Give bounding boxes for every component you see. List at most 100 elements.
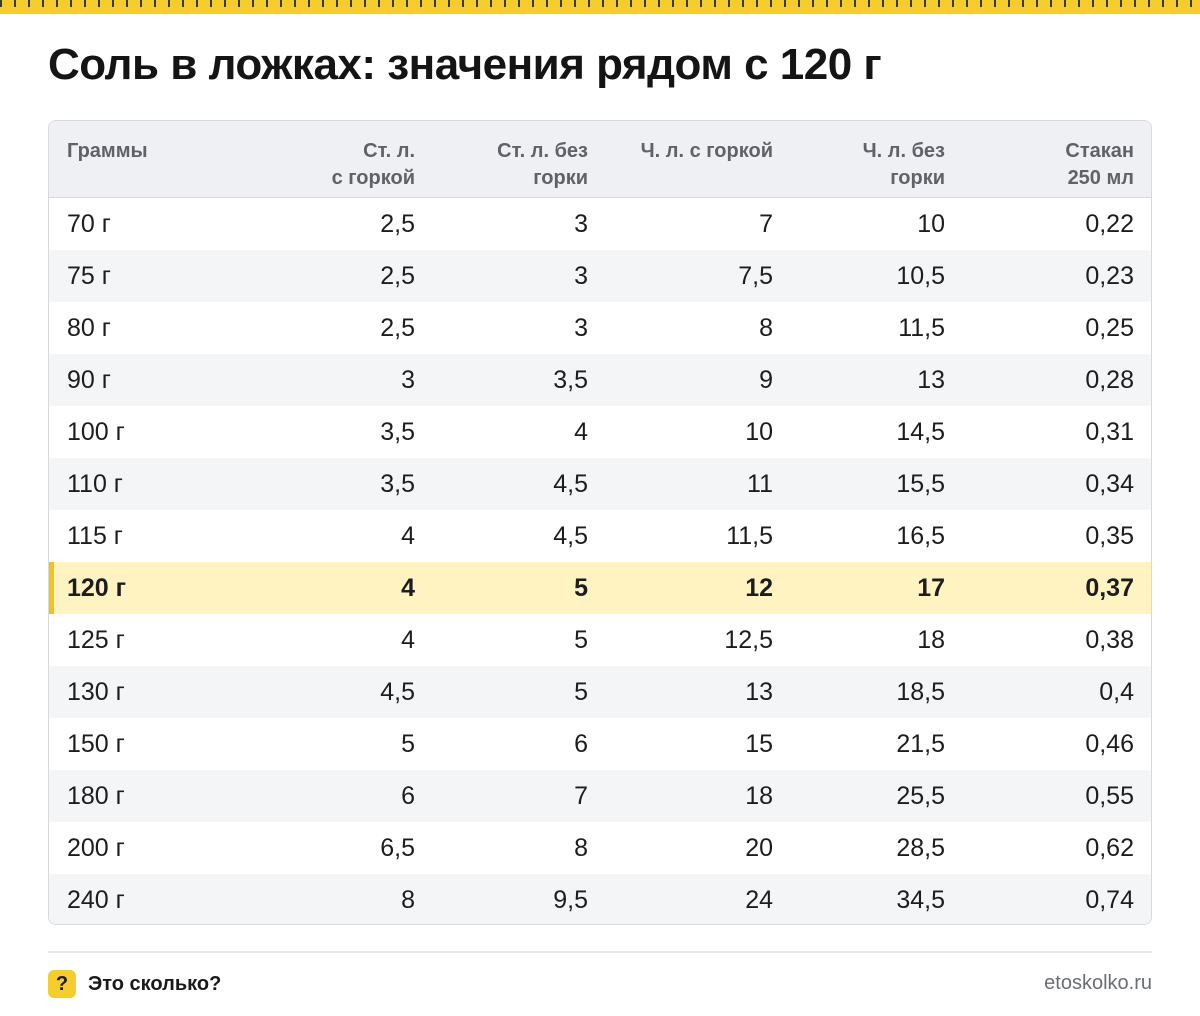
- table-cell: 0,62: [1085, 833, 1134, 862]
- table-row: 70 г 2,5 3 7 10 0,22: [49, 198, 1151, 250]
- table-cell: 10: [917, 209, 945, 238]
- table-cell: 16,5: [896, 521, 945, 550]
- table-row: 75 г 2,5 3 7,5 10,5 0,23: [49, 250, 1151, 302]
- table-cell: 0,31: [1085, 417, 1134, 446]
- table-cell: 21,5: [896, 729, 945, 758]
- table-cell: 120 г: [67, 573, 127, 602]
- table-cell: 130 г: [67, 677, 125, 706]
- header-tbsp-level: Ст. л. без горки: [497, 140, 588, 189]
- footer-divider: [48, 951, 1152, 953]
- table-cell: 24: [745, 885, 773, 914]
- table-cell: 70 г: [67, 209, 111, 238]
- table-row: 180 г 6 7 18 25,5 0,55: [49, 770, 1151, 822]
- table-cell: 80 г: [67, 313, 111, 342]
- table-cell: 4: [401, 573, 415, 602]
- table-cell: 0,4: [1099, 677, 1134, 706]
- table-cell: 5: [574, 573, 588, 602]
- table-cell: 75 г: [67, 261, 111, 290]
- table-cell: 13: [917, 365, 945, 394]
- table-cell: 4,5: [553, 469, 588, 498]
- table-cell: 12,5: [724, 625, 773, 654]
- table-cell: 11,5: [726, 521, 773, 550]
- table-cell: 0,28: [1085, 365, 1134, 394]
- table-cell: 3: [574, 313, 588, 342]
- table-cell: 0,23: [1085, 261, 1134, 290]
- table-cell: 6: [574, 729, 588, 758]
- table-cell: 0,46: [1085, 729, 1134, 758]
- table-cell: 25,5: [896, 781, 945, 810]
- table-cell: 110 г: [67, 469, 123, 498]
- table-cell: 0,55: [1085, 781, 1134, 810]
- table-cell: 3: [574, 209, 588, 238]
- table-cell: 5: [574, 677, 588, 706]
- table-cell: 150 г: [67, 729, 125, 758]
- table-cell: 100 г: [67, 417, 125, 446]
- brand-name: Это сколько?: [88, 972, 222, 995]
- table-cell: 14,5: [896, 417, 945, 446]
- table-cell: 7: [574, 781, 588, 810]
- header-grams: Граммы: [67, 140, 148, 162]
- table-cell: 3: [574, 261, 588, 290]
- table-cell: 2,5: [380, 261, 415, 290]
- ruler-decoration: [0, 0, 1200, 14]
- table-cell: 8: [574, 833, 588, 862]
- table-cell: 125 г: [67, 625, 125, 654]
- table-cell: 8: [401, 885, 415, 914]
- page-title: Соль в ложках: значения рядом с 120 г: [48, 40, 882, 89]
- table-cell: 0,74: [1085, 885, 1134, 914]
- table-cell: 7: [759, 209, 773, 238]
- table-cell: 18,5: [896, 677, 945, 706]
- table-cell: 4: [574, 417, 588, 446]
- table-row: 80 г 2,5 3 8 11,5 0,25: [49, 302, 1151, 354]
- table-cell: 7,5: [738, 261, 773, 290]
- table-cell: 240 г: [67, 885, 125, 914]
- table-cell: 9: [759, 365, 773, 394]
- table-cell: 13: [745, 677, 773, 706]
- table-cell: 0,22: [1085, 209, 1134, 238]
- table-cell: 20: [745, 833, 773, 862]
- table-cell: 3,5: [380, 417, 415, 446]
- table-row: 240 г 8 9,5 24 34,5 0,74: [49, 874, 1151, 924]
- table-cell: 9,5: [553, 885, 588, 914]
- table-cell: 0,25: [1085, 313, 1134, 342]
- table-cell: 10: [745, 417, 773, 446]
- brand: ? Это сколько?: [48, 969, 221, 999]
- table-row: 150 г 5 6 15 21,5 0,46: [49, 718, 1151, 770]
- table-cell: 6,5: [380, 833, 415, 862]
- table-cell: 4: [401, 625, 415, 654]
- table-cell: 8: [759, 313, 773, 342]
- site-url: etoskolko.ru: [1044, 972, 1152, 994]
- conversion-table: Граммы Ст. л. с горкой Ст. л. без горки …: [48, 120, 1152, 925]
- header-tsp-heaped: Ч. л. с горкой: [640, 140, 773, 162]
- table-cell: 115 г: [67, 521, 123, 550]
- table-row: 125 г 4 5 12,5 18 0,38: [49, 614, 1151, 666]
- table-cell: 5: [574, 625, 588, 654]
- table-body: 70 г 2,5 3 7 10 0,22 75 г 2,5 3 7,5 10,5 0,23 80 г 2,…: [49, 198, 1151, 924]
- table-row: 110 г 3,5 4,5 11 15,5 0,34: [49, 458, 1151, 510]
- table-cell: 2,5: [380, 209, 415, 238]
- table-cell: 2,5: [380, 313, 415, 342]
- table-cell: 0,34: [1085, 469, 1134, 498]
- table-cell: 34,5: [896, 885, 945, 914]
- table-cell: 15: [745, 729, 773, 758]
- table-cell: 4: [401, 521, 415, 550]
- table-cell: 11,5: [898, 313, 945, 342]
- table-row-highlighted: 120 г 4 5 12 17 0,37: [49, 562, 1151, 614]
- table-cell: 0,38: [1085, 625, 1134, 654]
- table-cell: 0,35: [1085, 521, 1134, 550]
- table-cell: 18: [745, 781, 773, 810]
- table-cell: 4,5: [553, 521, 588, 550]
- table-header: Граммы Ст. л. с горкой Ст. л. без горки …: [49, 121, 1151, 198]
- table-cell: 18: [917, 625, 945, 654]
- table-cell: 90 г: [67, 365, 111, 394]
- question-mark-icon: ?: [48, 970, 76, 998]
- table-cell: 3: [401, 365, 415, 394]
- table-cell: 12: [745, 573, 773, 602]
- header-tbsp-heaped: Ст. л. с горкой: [331, 140, 415, 189]
- table-cell: 3,5: [553, 365, 588, 394]
- table-cell: 28,5: [896, 833, 945, 862]
- header-tsp-level: Ч. л. без горки: [862, 140, 945, 189]
- table-row: 130 г 4,5 5 13 18,5 0,4: [49, 666, 1151, 718]
- table-cell: 11: [747, 469, 773, 498]
- table-cell: 5: [401, 729, 415, 758]
